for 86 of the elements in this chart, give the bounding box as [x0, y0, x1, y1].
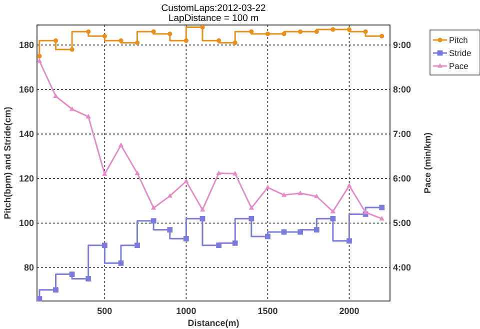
point — [298, 190, 303, 196]
point — [36, 296, 42, 302]
y2-tick-label: 5:00 — [393, 218, 412, 228]
x-tick-label: 1500 — [258, 306, 278, 316]
y2-tick-label: 4:00 — [393, 262, 412, 273]
point — [330, 216, 336, 222]
point — [102, 171, 108, 176]
point — [37, 54, 42, 58]
point — [232, 170, 238, 176]
chart-title: CustomLaps:2012-03-22 — [161, 3, 266, 14]
point — [248, 205, 254, 210]
point — [216, 38, 222, 43]
x-tick-label: 2000 — [339, 306, 360, 316]
legend-label: Pace — [449, 61, 469, 71]
y-axis-title: Pitch(bpm) and Stride(cm) — [2, 106, 12, 220]
point — [184, 38, 188, 43]
point — [70, 47, 74, 52]
point — [248, 216, 254, 222]
y2-tick-label: 8:00 — [393, 84, 412, 95]
point — [232, 40, 238, 46]
point — [150, 218, 156, 224]
y-tick-label: 100 — [18, 218, 34, 228]
point — [380, 34, 384, 38]
point — [86, 276, 92, 282]
point — [346, 238, 352, 244]
point — [200, 206, 206, 212]
point — [118, 142, 124, 147]
point — [200, 216, 206, 222]
y-tick-label: 80 — [24, 262, 34, 273]
point — [314, 29, 319, 34]
x-axis-title: Distance(m) — [188, 318, 240, 328]
point — [216, 242, 222, 248]
point — [134, 242, 140, 248]
point — [184, 178, 189, 184]
y-tick-label: 140 — [18, 129, 34, 140]
point — [330, 208, 336, 214]
point — [249, 29, 254, 34]
point — [314, 227, 320, 232]
legend-label: Stride — [449, 48, 472, 58]
point — [53, 287, 58, 293]
y2-tick-label: 6:00 — [393, 174, 412, 184]
point — [363, 29, 368, 34]
chart-subtitle: LapDistance = 100 m — [168, 13, 259, 24]
point — [86, 29, 91, 34]
point — [298, 229, 304, 235]
point — [298, 29, 303, 34]
point — [183, 236, 189, 242]
x-tick-label: 500 — [97, 306, 112, 316]
legend-label: Pitch — [449, 35, 468, 45]
point — [86, 114, 91, 119]
y2-axis-title: Pace (min/km) — [422, 132, 432, 194]
y2-tick-label: 9:00 — [393, 40, 412, 50]
point — [346, 182, 352, 188]
point — [150, 205, 156, 210]
y-tick-label: 160 — [18, 84, 34, 95]
point — [53, 38, 58, 43]
point — [151, 29, 156, 34]
point — [102, 34, 107, 38]
point — [134, 170, 140, 176]
point — [379, 204, 385, 210]
point — [216, 170, 222, 176]
point — [265, 184, 270, 190]
point — [200, 24, 205, 30]
point — [134, 40, 140, 46]
point — [281, 192, 287, 197]
point — [330, 27, 336, 32]
point — [232, 240, 238, 246]
point — [265, 234, 270, 240]
x-tick-label: 1000 — [176, 306, 196, 316]
point — [102, 242, 108, 248]
point — [314, 194, 320, 198]
point — [118, 260, 124, 266]
y2-tick-label: 7:00 — [393, 129, 412, 140]
y-tick-label: 120 — [18, 174, 34, 184]
point — [53, 93, 58, 98]
point — [282, 32, 286, 36]
point — [168, 32, 172, 36]
point — [118, 38, 124, 43]
point — [69, 272, 75, 277]
point — [167, 227, 173, 232]
point — [362, 210, 368, 214]
y-tick-label: 180 — [18, 40, 34, 50]
point — [265, 32, 270, 36]
point — [36, 58, 42, 63]
point — [346, 27, 352, 32]
point — [379, 216, 384, 220]
